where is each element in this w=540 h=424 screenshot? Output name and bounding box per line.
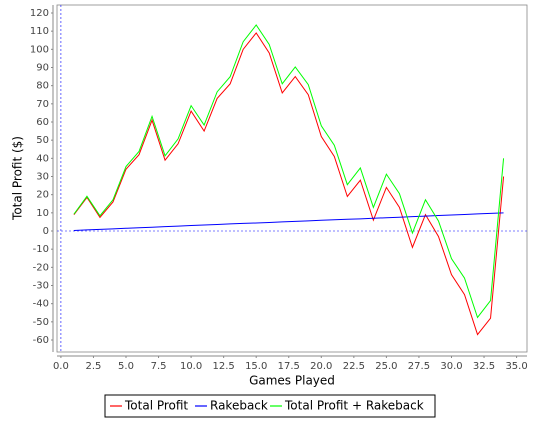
y-tick-label: 110 bbox=[30, 26, 49, 37]
y-tick-label: 50 bbox=[36, 135, 49, 146]
x-tick-label: 20.0 bbox=[310, 361, 332, 372]
series-line bbox=[73, 212, 504, 231]
y-tick-label: 20 bbox=[36, 190, 49, 201]
y-tick-label: 30 bbox=[36, 172, 49, 183]
y-tick-label: -60 bbox=[33, 335, 49, 346]
y-tick-label: -30 bbox=[33, 281, 49, 292]
x-tick-label: 0.0 bbox=[53, 361, 69, 372]
x-tick-label: 30.0 bbox=[440, 361, 462, 372]
plot-area bbox=[56, 4, 528, 353]
x-axis-label: Games Played bbox=[249, 374, 335, 388]
x-tick-label: 10.0 bbox=[180, 361, 202, 372]
y-tick-label: -50 bbox=[33, 317, 49, 328]
y-tick-label: -40 bbox=[33, 299, 49, 310]
legend-label: Rakeback bbox=[210, 399, 268, 413]
x-tick-label: 35.0 bbox=[505, 361, 527, 372]
y-tick-label: -20 bbox=[33, 262, 49, 273]
x-tick-label: 32.5 bbox=[473, 361, 495, 372]
y-tick-label: 0 bbox=[43, 226, 49, 237]
y-tick-label: 90 bbox=[36, 62, 49, 73]
x-tick-label: 12.5 bbox=[213, 361, 235, 372]
y-tick-label: 80 bbox=[36, 81, 49, 92]
y-tick-label: 40 bbox=[36, 153, 49, 164]
y-tick-label: 100 bbox=[30, 44, 49, 55]
y-tick-label: 70 bbox=[36, 99, 49, 110]
series-line bbox=[73, 32, 505, 336]
y-axis-label: Total Profit ($) bbox=[11, 136, 25, 221]
x-tick-label: 27.5 bbox=[408, 361, 430, 372]
x-tick-label: 7.5 bbox=[151, 361, 167, 372]
legend-label: Total Profit + Rakeback bbox=[284, 399, 424, 413]
y-tick-label: -10 bbox=[33, 244, 49, 255]
x-tick-label: 15.0 bbox=[245, 361, 267, 372]
y-tick-label: 120 bbox=[30, 8, 49, 19]
y-tick-label: 10 bbox=[36, 208, 49, 219]
x-tick-label: 17.5 bbox=[278, 361, 300, 372]
x-tick-label: 25.0 bbox=[375, 361, 397, 372]
legend-label: Total Profit bbox=[124, 399, 188, 413]
series-line bbox=[73, 24, 505, 319]
x-tick-label: 2.5 bbox=[86, 361, 102, 372]
x-tick-label: 5.0 bbox=[118, 361, 134, 372]
y-tick-label: 60 bbox=[36, 117, 49, 128]
x-tick-label: 22.5 bbox=[343, 361, 365, 372]
